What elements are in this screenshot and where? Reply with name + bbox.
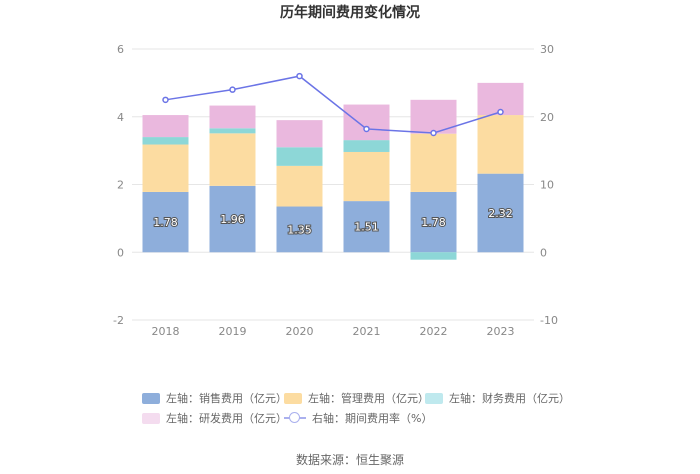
- expense-ratio-point-2018: [162, 96, 169, 104]
- bar-segment-0-2022: [410, 191, 457, 253]
- bar-segment-1-2021: [343, 151, 390, 202]
- left-tick-label: 2: [117, 179, 124, 192]
- source-note: 数据来源：恒生聚源: [295, 453, 404, 467]
- legend-swatch-sales: [142, 392, 160, 404]
- x-tick-label: 2021: [353, 325, 381, 338]
- bar-segment-3-2019: [209, 105, 256, 129]
- left-tick-label: 0: [117, 246, 124, 259]
- bar-data-label: 1.96: [220, 213, 245, 226]
- bar-segment-2-2018: [142, 137, 189, 145]
- bar-segment-2-2021: [343, 140, 390, 152]
- legend-line-icon: [284, 412, 306, 424]
- bar-segment-1-2018: [142, 144, 189, 192]
- legend-item-finance[interactable]: 左轴：财务费用（亿元）: [425, 390, 570, 406]
- expense-ratio-point-2022: [430, 129, 437, 137]
- bar-segment-1-2023: [477, 115, 524, 174]
- chart-title: 历年期间费用变化情况: [280, 5, 420, 21]
- right-tick-label: 20: [540, 111, 554, 124]
- bar-segment-2-2020: [276, 147, 323, 166]
- right-tick-label: 10: [540, 179, 554, 192]
- legend-swatch-rnd: [142, 412, 160, 424]
- bar-data-label: 1.35: [287, 223, 312, 236]
- legend-item-admin[interactable]: 左轴：管理费用（亿元）: [284, 390, 429, 406]
- bar-segment-0-2021: [343, 201, 390, 253]
- legend-item-sales[interactable]: 左轴：销售费用（亿元）: [142, 390, 287, 406]
- legend-label-sales: 左轴：销售费用（亿元）: [166, 392, 287, 405]
- right-tick-label: 30: [540, 43, 554, 56]
- bar-data-label: 1.78: [421, 216, 446, 229]
- bar-segment-1-2020: [276, 165, 323, 207]
- bar-data-label: 2.32: [488, 207, 513, 220]
- bar-segment-0-2018: [142, 191, 189, 253]
- left-tick-label: 6: [117, 43, 124, 56]
- legend-swatch-admin: [284, 392, 302, 404]
- expense-ratio-line: [165, 75, 501, 134]
- x-tick-label: 2023: [487, 325, 515, 338]
- expense-ratio-point-2020: [296, 72, 303, 80]
- left-tick-label: -2: [113, 314, 124, 327]
- x-tick-label: 2020: [286, 325, 314, 338]
- bar-data-label: 1.78: [153, 216, 178, 229]
- bar-segment-2-2022: [410, 252, 457, 260]
- bar-segment-0-2023: [477, 173, 524, 253]
- bar-segment-3-2020: [276, 120, 323, 148]
- bar-data-label: 1.51: [354, 221, 379, 234]
- expense-ratio-point-2023: [497, 108, 504, 116]
- bar-segment-0-2020: [276, 206, 323, 253]
- expense-ratio-point-2019: [229, 86, 236, 93]
- legend-label-finance: 左轴：财务费用（亿元）: [449, 392, 570, 405]
- bar-segment-2-2019: [209, 128, 256, 134]
- legend-item-expense-ratio[interactable]: 右轴：期间费用率（%）: [284, 410, 432, 426]
- x-tick-label: 2018: [152, 325, 180, 338]
- bar-segment-1-2019: [209, 133, 256, 186]
- right-tick-label: 0: [540, 246, 547, 259]
- legend-label-admin: 左轴：管理费用（亿元）: [308, 392, 429, 405]
- bar-segment-3-2018: [142, 115, 189, 138]
- legend-item-rnd[interactable]: 左轴：研发费用（亿元）: [142, 410, 287, 426]
- bar-segment-0-2019: [209, 185, 256, 253]
- right-tick-label: -10: [540, 314, 558, 327]
- legend-label-expense-ratio: 右轴：期间费用率（%）: [312, 412, 433, 425]
- x-tick-label: 2022: [420, 325, 448, 338]
- left-tick-label: 4: [117, 111, 124, 124]
- x-tick-label: 2019: [219, 325, 247, 338]
- bar-segment-1-2022: [410, 133, 457, 192]
- bar-segment-3-2021: [343, 104, 390, 141]
- legend-label-rnd: 左轴：研发费用（亿元）: [166, 412, 287, 425]
- expense-ratio-point-2021: [363, 125, 370, 133]
- legend-swatch-finance: [425, 392, 443, 404]
